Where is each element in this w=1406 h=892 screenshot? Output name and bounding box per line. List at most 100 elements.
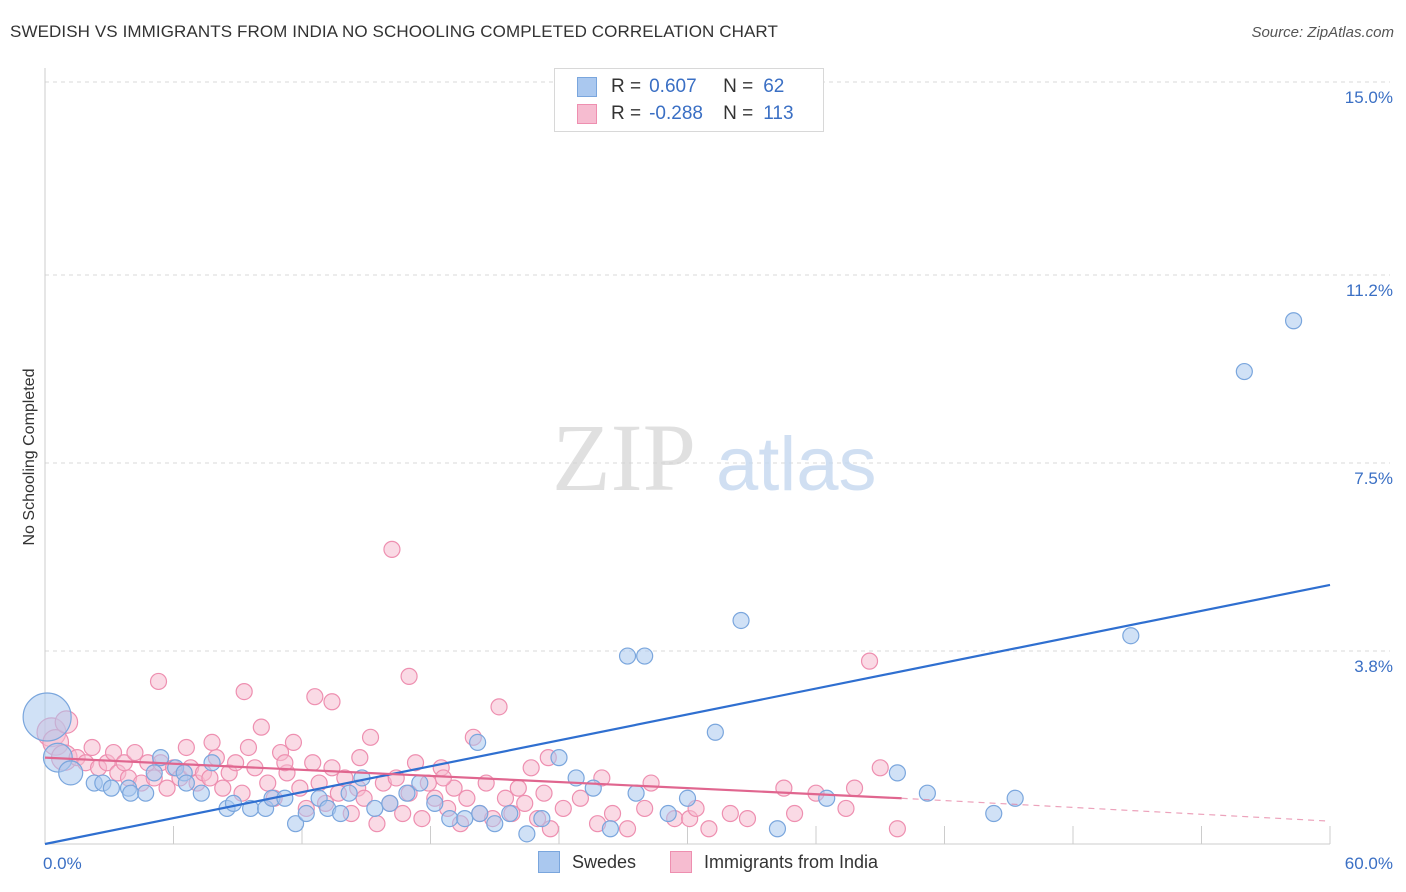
point-swedes xyxy=(471,804,489,823)
point-swedes xyxy=(145,764,163,782)
point-india xyxy=(516,794,534,812)
legend-r-label: R = xyxy=(611,76,642,97)
point-swedes xyxy=(627,784,645,802)
y-tick-label: 15.0% xyxy=(1345,88,1393,107)
point-india xyxy=(284,733,303,752)
legend-r-value: -0.288 xyxy=(649,103,703,124)
point-swedes xyxy=(137,784,155,802)
point-swedes xyxy=(533,809,551,828)
legend-row-swedes: R = 0.607 N = 62 xyxy=(577,73,784,101)
point-india xyxy=(721,804,739,823)
point-swedes xyxy=(486,815,504,833)
point-india xyxy=(304,754,322,772)
legend-item-india[interactable]: Immigrants from India xyxy=(670,851,878,873)
point-swedes xyxy=(297,804,315,823)
point-india xyxy=(554,799,572,818)
point-swedes xyxy=(1006,789,1024,807)
point-india xyxy=(738,809,757,828)
legend-row-india: R = -0.288 N = 113 xyxy=(577,100,794,128)
point-swedes xyxy=(918,784,936,802)
y-tick-label: 3.8% xyxy=(1354,657,1393,676)
legend-n-label: N = xyxy=(723,103,754,124)
point-swedes xyxy=(768,820,787,838)
point-india xyxy=(522,759,540,777)
x-tick-label: 60.0% xyxy=(1345,854,1393,873)
ticks-layer: 3.8% 7.5% 11.2% 15.0% 0.0% 60.0% xyxy=(43,88,1393,873)
point-india xyxy=(535,784,553,802)
y-axis-label: No Schooling Completed xyxy=(21,369,38,546)
point-swedes xyxy=(1122,627,1140,645)
point-swedes xyxy=(411,774,429,792)
point-swedes xyxy=(102,779,120,797)
point-swedes xyxy=(286,815,305,833)
point-india xyxy=(571,789,590,807)
point-swedes xyxy=(192,784,210,802)
point-india xyxy=(355,789,373,807)
point-india xyxy=(214,779,232,797)
point-india xyxy=(860,652,879,670)
point-swedes xyxy=(122,784,140,802)
trendline-extension-india xyxy=(901,797,1331,822)
point-india xyxy=(323,693,341,711)
point-india xyxy=(368,815,386,833)
point-india xyxy=(642,774,660,792)
grid-layer xyxy=(45,81,1390,652)
trendline-india xyxy=(44,756,902,800)
point-swedes xyxy=(58,760,84,786)
y-tick-label: 11.2% xyxy=(1346,281,1393,300)
point-india xyxy=(239,738,258,757)
point-india xyxy=(888,820,906,838)
legend-item-swedes[interactable]: Swedes xyxy=(538,851,636,873)
legend-swatch-india xyxy=(577,104,597,124)
point-india xyxy=(700,820,718,838)
chart-title: SWEDISH VS IMMIGRANTS FROM INDIA NO SCHO… xyxy=(10,22,778,41)
legend-swatch-swedes xyxy=(577,77,597,97)
point-swedes xyxy=(22,692,72,742)
point-india xyxy=(618,820,637,838)
point-india xyxy=(203,733,221,752)
point-swedes xyxy=(636,647,654,665)
point-swedes xyxy=(888,764,906,782)
series-legend: Swedes Immigrants from India xyxy=(0,851,1406,877)
point-india xyxy=(126,743,144,762)
point-india xyxy=(158,779,176,797)
point-india xyxy=(445,779,463,797)
point-india xyxy=(603,804,622,823)
source-label: Source: ZipAtlas.com xyxy=(1251,24,1394,41)
trend-layer xyxy=(44,583,1331,846)
point-india xyxy=(306,688,324,706)
point-swedes xyxy=(1284,312,1303,330)
point-india xyxy=(361,728,380,746)
point-swedes xyxy=(426,794,444,812)
watermark-zip: ZIP xyxy=(552,404,696,511)
legend-n-value: 62 xyxy=(763,76,785,97)
point-swedes xyxy=(1235,362,1253,381)
point-india xyxy=(177,738,195,757)
point-swedes xyxy=(985,804,1003,823)
point-india xyxy=(845,779,864,797)
point-india xyxy=(383,540,401,558)
point-swedes xyxy=(659,804,677,823)
point-swedes xyxy=(601,820,620,838)
point-swedes xyxy=(518,825,536,843)
point-india xyxy=(351,749,369,767)
point-swedes xyxy=(706,723,724,741)
legend-swatch-india xyxy=(670,851,692,873)
point-india xyxy=(636,799,654,818)
point-india xyxy=(406,754,425,772)
legend-label-india: Immigrants from India xyxy=(704,851,879,872)
point-swedes xyxy=(678,789,697,807)
point-swedes xyxy=(366,799,384,818)
point-india xyxy=(394,804,412,823)
point-india xyxy=(276,754,294,772)
point-india xyxy=(400,667,418,685)
point-swedes xyxy=(441,809,459,828)
point-india xyxy=(871,759,889,777)
point-swedes xyxy=(381,794,399,812)
point-india xyxy=(149,672,168,691)
point-india xyxy=(235,682,253,701)
point-swedes xyxy=(276,789,294,807)
point-india xyxy=(837,799,855,818)
legend-r-value: 0.607 xyxy=(649,76,697,97)
